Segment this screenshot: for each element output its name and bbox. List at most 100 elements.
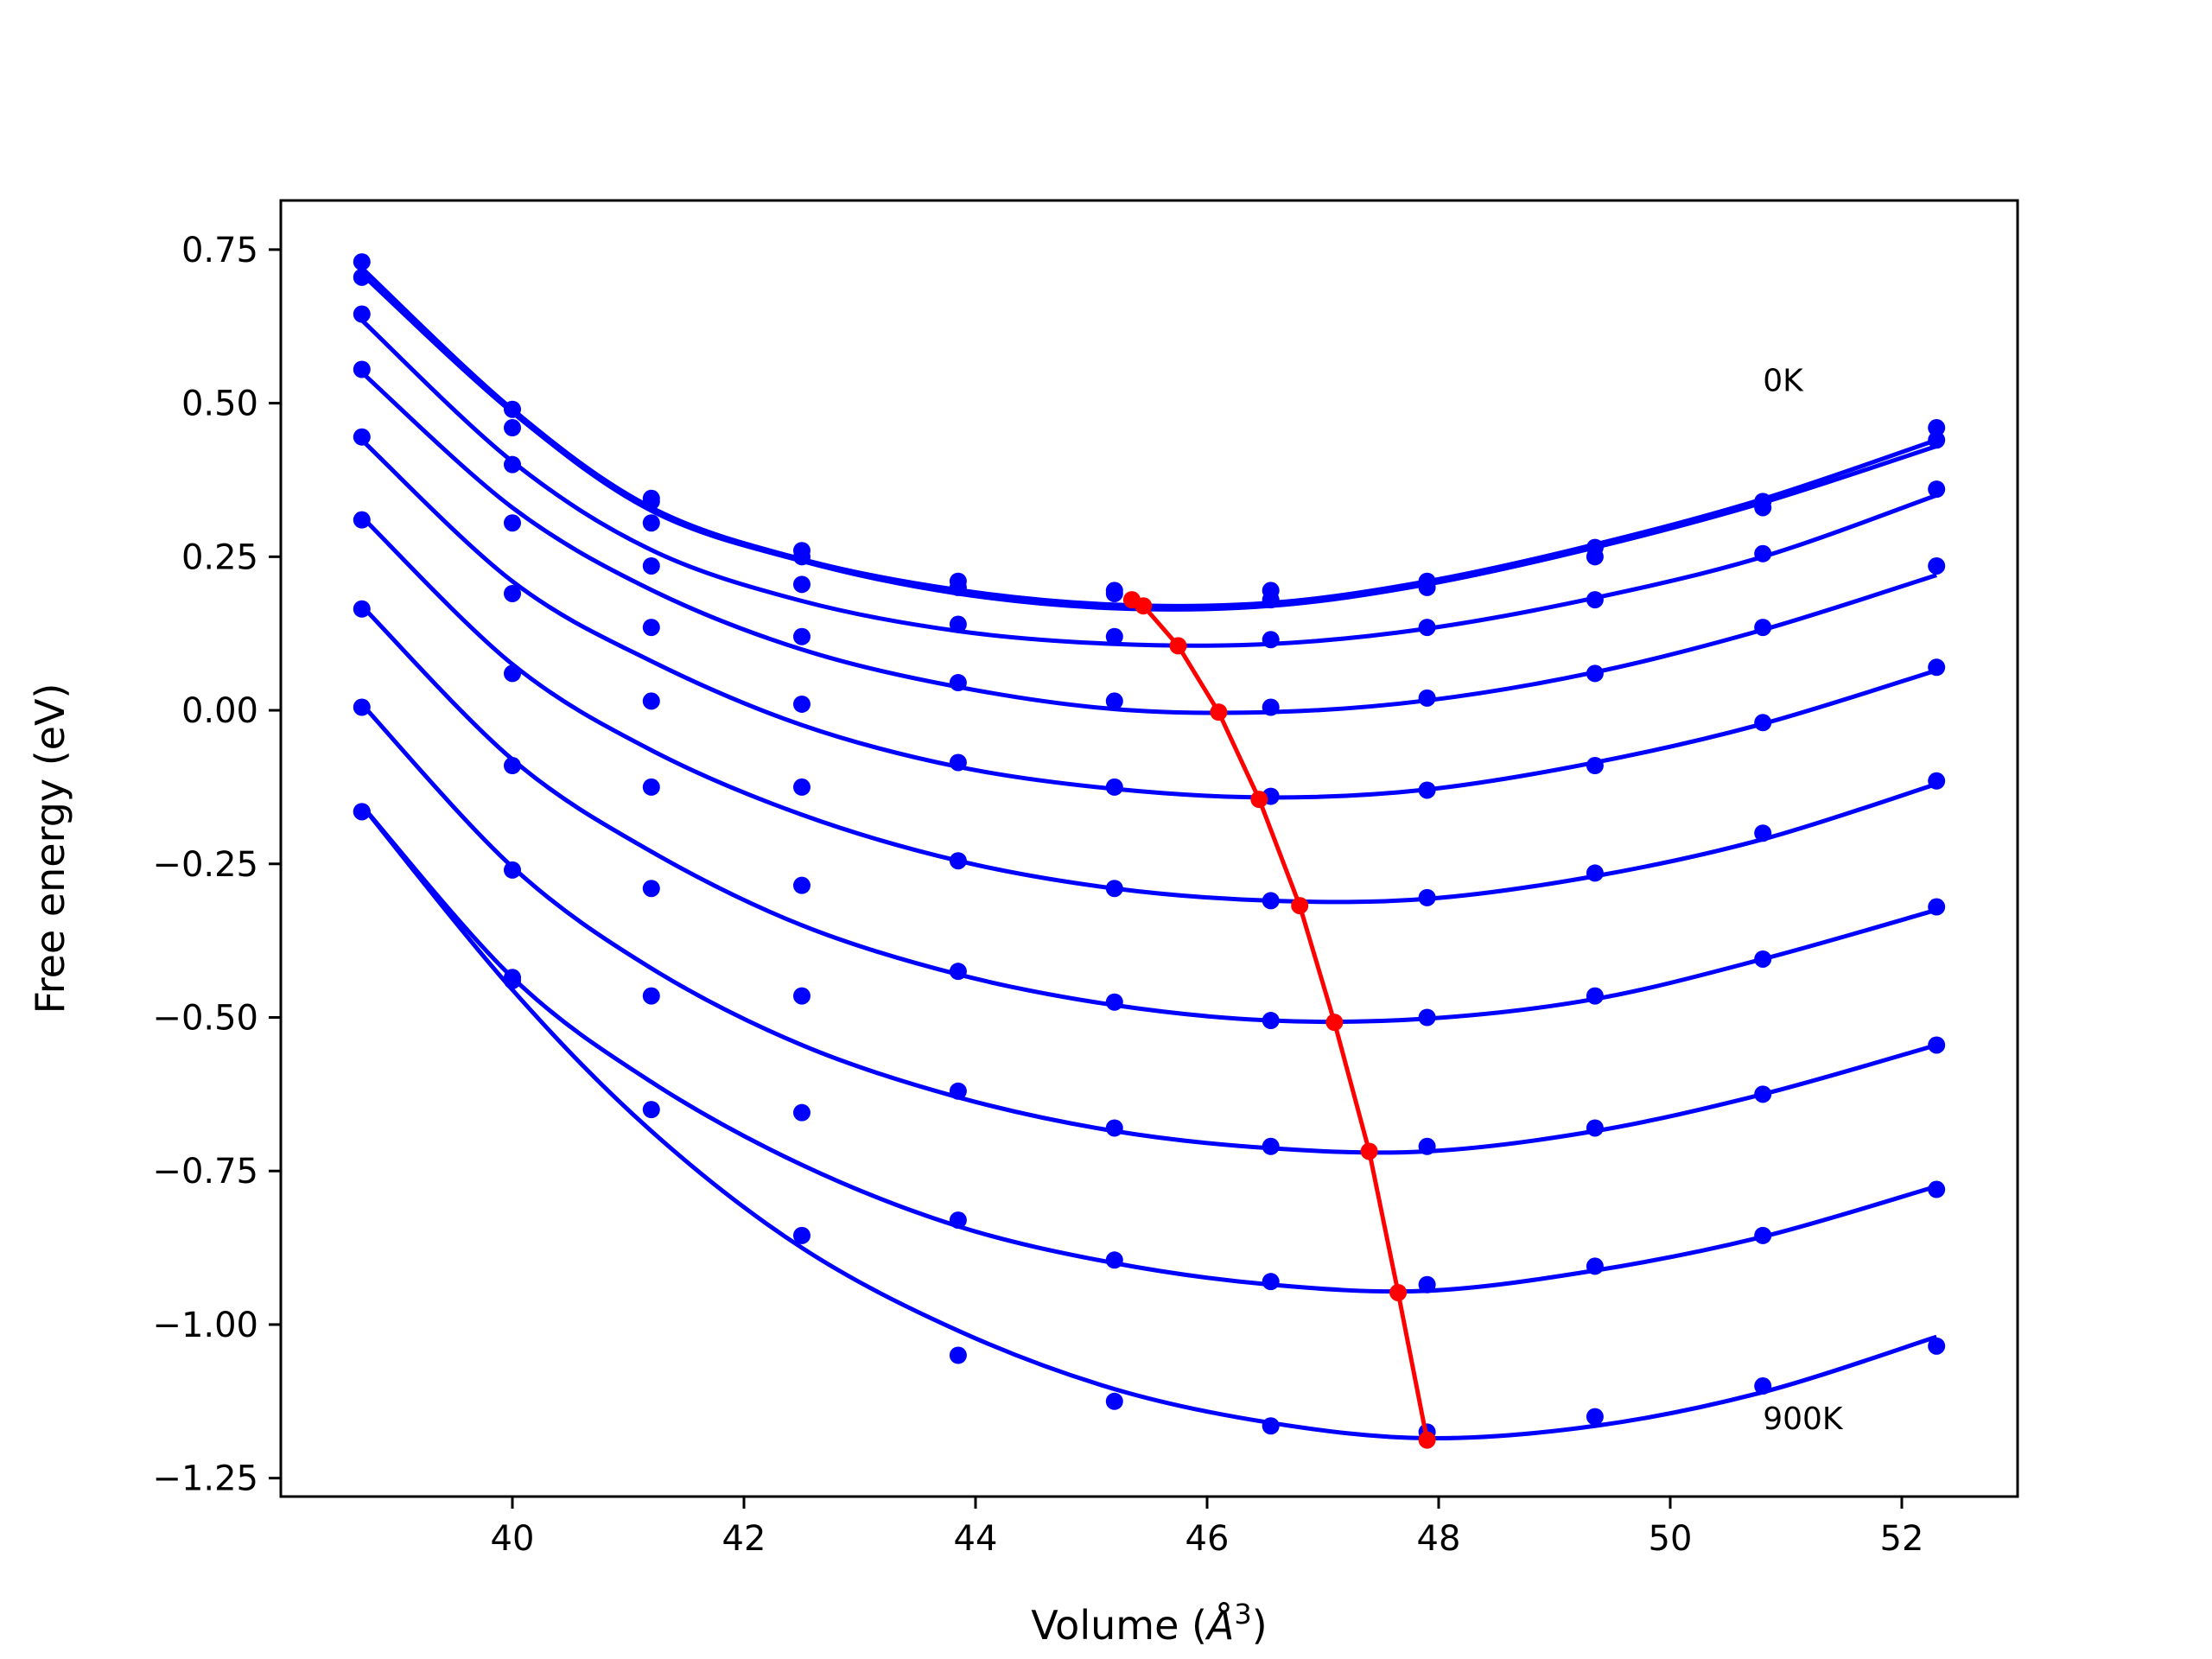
data-point-5-2 — [642, 692, 660, 710]
data-point-7-8 — [1586, 1119, 1604, 1137]
data-point-1-5 — [1105, 584, 1123, 602]
minimum-path — [1122, 591, 1436, 1449]
minimum-path-point-9 — [1418, 1431, 1436, 1449]
data-point-2-10 — [1928, 480, 1946, 499]
data-point-3-2 — [642, 556, 660, 575]
data-point-8-4 — [949, 1211, 967, 1230]
data-point-5-5 — [1105, 880, 1123, 898]
data-point-3-3 — [793, 627, 810, 645]
data-point-6-10 — [1928, 898, 1946, 916]
annotation-0: 0K — [1763, 363, 1804, 398]
data-point-4-5 — [1105, 778, 1123, 796]
data-point-6-8 — [1586, 987, 1604, 1005]
data-point-1-6 — [1262, 591, 1280, 609]
data-point-8-6 — [1262, 1273, 1280, 1291]
data-point-2-1 — [504, 455, 521, 474]
data-point-6-7 — [1418, 1008, 1436, 1027]
fit-curves — [359, 266, 1938, 1440]
data-point-7-6 — [1262, 1137, 1280, 1155]
x-axis-label: Volume (Å3) — [1031, 1598, 1267, 1649]
data-point-4-7 — [1418, 781, 1436, 799]
data-point-3-5 — [1105, 692, 1123, 710]
minimum-path-point-5 — [1291, 897, 1309, 915]
fit-curve-3 — [360, 371, 1937, 715]
x-tick-label: 42 — [722, 1519, 766, 1559]
minimum-path-point-3 — [1210, 703, 1228, 721]
data-point-5-6 — [1262, 892, 1280, 910]
data-point-9-0 — [353, 803, 371, 821]
data-point-6-6 — [1262, 1012, 1280, 1030]
data-point-4-3 — [793, 695, 810, 713]
data-point-6-2 — [642, 778, 660, 796]
data-point-9-1 — [504, 971, 521, 989]
data-point-2-9 — [1754, 544, 1772, 563]
data-point-7-5 — [1105, 1119, 1123, 1137]
data-point-8-7 — [1418, 1275, 1436, 1294]
data-point-9-2 — [642, 1101, 660, 1119]
data-point-9-3 — [793, 1226, 810, 1244]
data-point-8-3 — [793, 1103, 810, 1122]
data-point-2-3 — [793, 575, 810, 594]
y-tick-label: 0.00 — [181, 691, 258, 731]
data-point-2-2 — [642, 514, 660, 532]
y-tick-label: 0.75 — [181, 231, 258, 270]
data-point-2-4 — [949, 615, 967, 633]
x-tick-label: 52 — [1880, 1519, 1924, 1559]
data-point-7-1 — [504, 861, 521, 879]
data-point-6-1 — [504, 757, 521, 775]
data-point-2-8 — [1586, 591, 1604, 609]
data-point-1-10 — [1928, 431, 1946, 449]
data-point-4-2 — [642, 619, 660, 637]
fit-curve-1 — [360, 272, 1937, 612]
data-point-6-0 — [353, 600, 371, 618]
data-point-4-1 — [504, 584, 521, 602]
y-tick-label: 0.50 — [181, 385, 258, 424]
data-points — [353, 253, 1946, 1441]
y-axis-ticks: −1.25 −1.00 −0.75 −0.50 −0.25 0.00 0.25 0.50 0.7… — [152, 231, 281, 1499]
x-tick-label: 46 — [1185, 1519, 1230, 1559]
x-tick-label: 40 — [491, 1519, 535, 1559]
minimum-path-point-1 — [1135, 597, 1153, 615]
y-tick-label: 0.25 — [181, 537, 258, 577]
data-point-1-9 — [1754, 499, 1772, 517]
minimum-path-line — [1130, 597, 1430, 1441]
data-point-7-9 — [1754, 1085, 1772, 1103]
data-point-0-10 — [1928, 419, 1946, 437]
annotation-1: 900K — [1763, 1402, 1844, 1437]
data-point-9-5 — [1105, 1392, 1123, 1410]
data-point-2-0 — [353, 305, 371, 323]
y-tick-label: −1.00 — [152, 1306, 258, 1345]
data-point-6-5 — [1105, 993, 1123, 1011]
data-point-9-4 — [949, 1346, 967, 1364]
data-point-9-9 — [1754, 1377, 1772, 1395]
y-tick-label: −1.25 — [152, 1459, 258, 1499]
data-point-5-10 — [1928, 772, 1946, 790]
data-point-5-8 — [1586, 864, 1604, 882]
fit-curve-6 — [360, 604, 1937, 1025]
data-point-6-3 — [793, 876, 810, 894]
data-point-3-8 — [1586, 664, 1604, 683]
data-point-3-7 — [1418, 689, 1436, 707]
y-tick-label: −0.25 — [152, 845, 258, 885]
data-point-3-10 — [1928, 556, 1946, 575]
data-point-8-5 — [1105, 1251, 1123, 1269]
data-point-1-7 — [1418, 578, 1436, 596]
data-point-5-7 — [1418, 888, 1436, 906]
data-point-2-7 — [1418, 619, 1436, 637]
data-point-1-1 — [504, 419, 521, 437]
data-point-8-2 — [642, 987, 660, 1005]
minimum-path-point-8 — [1389, 1283, 1408, 1301]
minimum-path-point-2 — [1169, 637, 1187, 655]
data-point-9-6 — [1262, 1417, 1280, 1435]
data-point-2-6 — [1262, 631, 1280, 649]
fit-curve-2 — [360, 318, 1938, 648]
data-point-6-4 — [949, 963, 967, 981]
data-point-0-0 — [353, 253, 371, 271]
minimum-path-point-7 — [1360, 1142, 1378, 1160]
data-point-4-9 — [1754, 714, 1772, 732]
data-point-9-10 — [1928, 1337, 1946, 1355]
plot-frame — [279, 199, 2019, 1498]
y-axis-label: Free energy (eV) — [27, 683, 73, 1014]
data-point-4-0 — [353, 428, 371, 446]
